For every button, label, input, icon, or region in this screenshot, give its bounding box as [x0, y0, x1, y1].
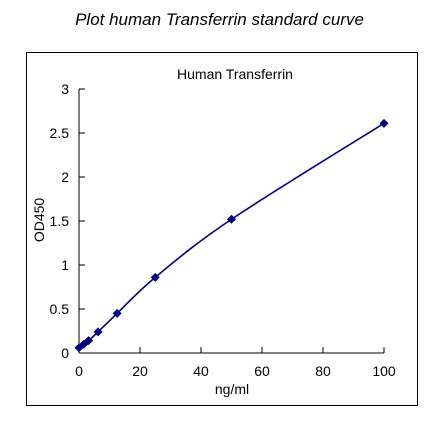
data-point-marker — [150, 272, 160, 282]
y-tick-label: 0.5 — [50, 301, 70, 317]
y-tick-label: 1 — [61, 257, 69, 273]
data-points — [74, 118, 389, 353]
x-tick-label: 100 — [372, 363, 396, 379]
chart-frame — [26, 52, 418, 406]
data-point-marker — [379, 118, 389, 128]
x-tick-label: 20 — [132, 363, 148, 379]
y-tick-label: 3 — [61, 81, 69, 97]
x-tick-label: 80 — [315, 363, 331, 379]
y-axis-label: OD450 — [31, 198, 47, 243]
data-point-marker — [93, 327, 103, 337]
y-tick-label: 0 — [61, 345, 69, 361]
x-tick-label: 0 — [75, 363, 83, 379]
chart-title: Human Transferrin — [177, 66, 293, 82]
x-tick-label: 40 — [193, 363, 209, 379]
data-point-marker — [227, 214, 236, 224]
standard-curve-line — [78, 122, 385, 349]
data-point-marker — [112, 308, 122, 318]
y-tick-label: 2 — [61, 169, 69, 185]
x-axis-label: ng/ml — [215, 381, 249, 397]
x-tick-label: 60 — [254, 363, 270, 379]
y-tick-label: 1.5 — [50, 213, 70, 229]
data-point-marker — [84, 336, 94, 346]
y-axis-ticks: 0 0.5 1 1.5 2 2.5 3 — [50, 81, 85, 361]
x-axis-ticks: 0 20 40 60 80 100 — [75, 347, 396, 379]
y-tick-label: 2.5 — [50, 125, 70, 141]
page-title: Plot human Transferrin standard curve — [75, 10, 364, 29]
